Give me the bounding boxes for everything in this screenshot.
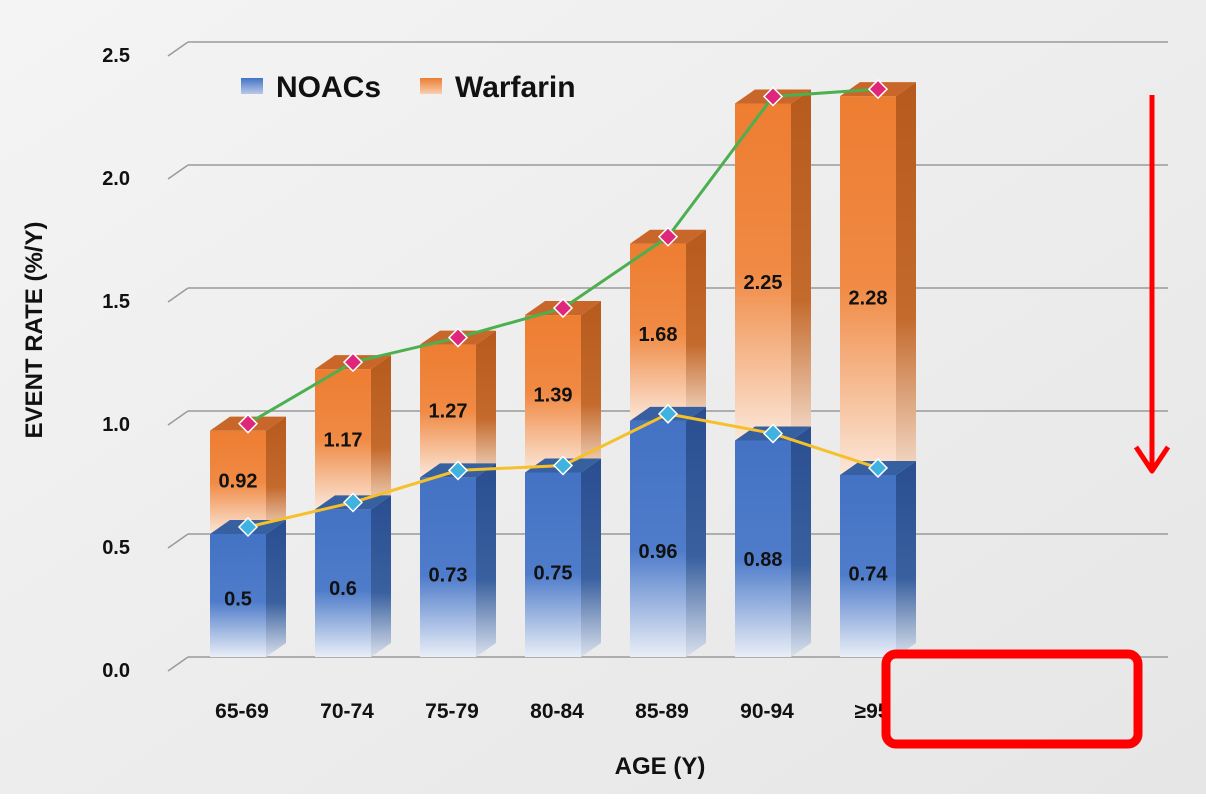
- warfarin-marker: [762, 86, 784, 107]
- x-axis-ticks: 65-69 70-74 75-79 80-84 85-89 90-94 ≥95: [215, 700, 890, 723]
- warfarin-marker: [342, 352, 364, 373]
- bar-noacs-front: [525, 472, 581, 657]
- warfarin-marker: [867, 79, 889, 100]
- legend: NOACs Warfarin: [241, 71, 576, 104]
- highlight-box: [881, 649, 1143, 749]
- gridline-diag: [167, 287, 189, 303]
- warfarin-marker: [237, 413, 259, 434]
- x-axis-title: AGE (Y): [615, 753, 706, 780]
- bar-warfarin-front: [735, 103, 791, 441]
- x-tick-label: 80-84: [530, 700, 584, 723]
- y-tick-label: 2.0: [102, 168, 130, 190]
- bar-warfarin-side: [266, 416, 286, 534]
- noacs-marker: [237, 516, 259, 538]
- x-tick-label: 85-89: [635, 700, 689, 723]
- data-label-warfarin: 0.92: [219, 471, 258, 493]
- data-label-noacs: 0.5: [224, 588, 252, 610]
- x-tick-label: 90-94: [740, 700, 794, 723]
- data-label-warfarin: 2.25: [744, 272, 783, 294]
- data-label-noacs: 0.88: [744, 549, 783, 571]
- bar-noacs-side: [476, 463, 496, 657]
- bar-warfarin-front: [630, 243, 686, 421]
- gridline-diag: [167, 656, 189, 672]
- data-label-noacs: 0.73: [429, 565, 468, 587]
- bar-warfarin-side: [581, 301, 601, 473]
- gridline-diag: [167, 164, 189, 180]
- bar-noacs-side: [266, 520, 286, 657]
- bar-warfarin-front: [840, 96, 896, 475]
- bar-noacs-front: [420, 477, 476, 657]
- data-label-warfarin: 1.17: [324, 429, 363, 451]
- legend-label-noacs: NOACs: [276, 71, 381, 104]
- bar-noacs-side: [896, 460, 916, 657]
- warfarin-marker: [657, 226, 679, 247]
- bar-noacs-side: [686, 406, 706, 657]
- data-label-warfarin: 1.68: [639, 324, 678, 346]
- noacs-marker: [342, 492, 364, 513]
- legend-swatch-warfarin: [420, 78, 442, 94]
- bar-noacs-front: [630, 420, 686, 657]
- bar-noacs-front: [735, 440, 791, 657]
- bar-noacs-front: [840, 474, 896, 657]
- warfarin-marker: [552, 297, 574, 319]
- bar-warfarin-side: [791, 89, 811, 441]
- bar-warfarin-front: [315, 369, 371, 510]
- noacs-marker: [657, 403, 679, 424]
- gridline-diag: [167, 410, 189, 426]
- trend-lines: [237, 79, 889, 538]
- x-tick-label: 75-79: [425, 700, 479, 723]
- data-label-warfarin: 1.27: [429, 401, 468, 423]
- gridline-diag: [167, 533, 189, 549]
- bars: [210, 82, 916, 657]
- bar-noacs-side: [581, 458, 601, 657]
- y-tick-label: 1.0: [102, 414, 130, 436]
- bar-warfarin-front: [210, 430, 266, 534]
- bar-noacs-front: [315, 509, 371, 657]
- bar-noacs-side: [791, 426, 811, 657]
- data-label-noacs: 0.96: [639, 541, 678, 563]
- y-axis-ticks: 0.0 0.5 1.0 1.5 2.0 2.5: [102, 45, 130, 682]
- noacs-marker: [552, 455, 574, 476]
- y-axis-title: EVENT RATE (%/Y): [21, 222, 48, 439]
- bar-warfarin-front: [420, 344, 476, 478]
- bar-warfarin-side: [476, 330, 496, 478]
- y-tick-label: 0.0: [102, 660, 130, 682]
- bar-warfarin-front: [525, 315, 581, 473]
- bar-warfarin-side: [686, 229, 706, 421]
- x-tick-label: 70-74: [320, 700, 374, 723]
- data-label-noacs: 0.74: [849, 564, 889, 586]
- bar-warfarin-side: [896, 82, 916, 475]
- data-labels: 0.5 0.92 0.6 1.17 0.73 1.27 0.75 1.39 0.96 1.68 0.…: [219, 272, 889, 610]
- x-tick-label: 65-69: [215, 700, 269, 723]
- y-tick-label: 2.5: [102, 45, 130, 67]
- data-label-warfarin: 2.28: [849, 287, 888, 309]
- data-label-noacs: 0.6: [329, 578, 357, 600]
- y-tick-label: 0.5: [102, 537, 130, 559]
- warfarin-marker: [447, 327, 469, 348]
- x-tick-label: ≥95: [855, 700, 890, 723]
- down-arrow: [1133, 95, 1171, 474]
- y-tick-label: 1.5: [102, 291, 130, 313]
- noacs-marker: [867, 457, 889, 479]
- bar-noacs-front: [210, 534, 266, 657]
- bar-noacs-side: [371, 495, 391, 657]
- noacs-marker: [447, 460, 469, 481]
- bar-warfarin-side: [371, 355, 391, 510]
- legend-label-warfarin: Warfarin: [455, 71, 576, 104]
- data-label-noacs: 0.75: [534, 563, 573, 585]
- noacs-marker: [762, 423, 784, 444]
- legend-swatch-noacs: [241, 78, 263, 94]
- data-label-warfarin: 1.39: [534, 385, 573, 407]
- gridline-diag: [167, 41, 189, 57]
